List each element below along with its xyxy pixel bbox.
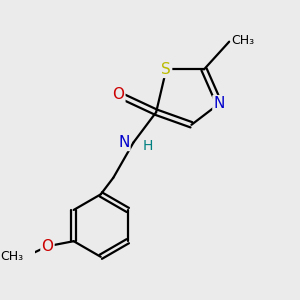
Text: N: N — [118, 135, 129, 150]
Text: CH₃: CH₃ — [1, 250, 24, 263]
Text: O: O — [41, 239, 53, 254]
Text: O: O — [112, 87, 124, 102]
Text: CH₃: CH₃ — [232, 34, 255, 47]
Text: H: H — [142, 140, 153, 154]
Text: S: S — [161, 62, 171, 77]
Text: N: N — [213, 96, 225, 111]
